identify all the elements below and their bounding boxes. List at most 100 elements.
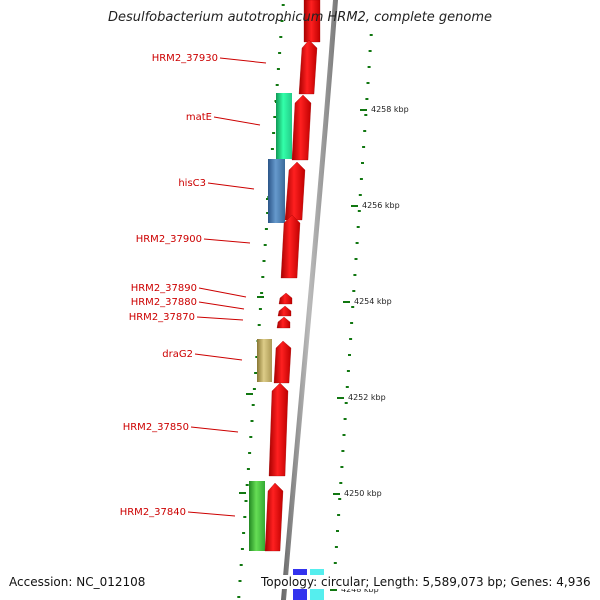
tick-dot [244, 500, 248, 502]
tick-dot [251, 404, 255, 406]
tick-dot [338, 498, 342, 500]
tick-dot [258, 308, 262, 310]
tick-dot [243, 516, 247, 518]
tick-dot [354, 258, 358, 260]
tick-dot [345, 386, 349, 388]
gene-label-leader [196, 316, 244, 321]
gene-label-HRM2_37870[interactable]: HRM2_37870 [129, 312, 195, 323]
tick-dot [279, 36, 283, 38]
tick-dot [249, 436, 253, 438]
tick-dot [275, 84, 279, 86]
tick-dot [254, 372, 258, 374]
tick-dot [262, 260, 266, 262]
tick-dot [366, 82, 370, 84]
tick-dot [237, 596, 241, 598]
tick-dot [365, 98, 369, 100]
tick-dot [239, 564, 243, 566]
tick-dot [358, 194, 362, 196]
tick-dot [359, 178, 363, 180]
tick-dot [246, 468, 250, 470]
cds-arrow-matE[interactable] [291, 94, 312, 161]
tick-dot [248, 452, 252, 454]
scale-tick-mark [343, 301, 350, 303]
cds-arrow-top[interactable] [303, 0, 321, 43]
tick-dot [238, 580, 242, 582]
tick-dot [341, 450, 345, 452]
tick-dot [263, 244, 267, 246]
feature-HRM2_37840[interactable] [249, 481, 265, 551]
gene-label-leader [198, 287, 247, 298]
scale-labels: 4258 kbp 4256 kbp 4254 kbp 4252 kbp 4250 kbp… [330, 105, 409, 594]
tick-dot [337, 514, 341, 516]
scale-tick-mark [337, 397, 344, 399]
gene-label-HRM2_37890[interactable]: HRM2_37890 [131, 283, 197, 294]
tick-dot [250, 420, 254, 422]
tick-dot [245, 484, 249, 486]
accession-text: Accession: NC_012108 [9, 575, 146, 589]
gene-labels: HRM2_37930 matE hisC3 HRM2_37900 HRM2_37890 H… [120, 53, 267, 518]
tick-dot [273, 116, 277, 118]
cds-arrow-hisC3[interactable] [284, 161, 306, 221]
feature-matE[interactable] [276, 93, 292, 159]
gene-label-leader [198, 301, 245, 310]
gene-label-HRM2_37880[interactable]: HRM2_37880 [131, 297, 197, 308]
tick-dot [252, 388, 256, 390]
cds-arrow-HRM2_37890[interactable] [278, 292, 293, 305]
tick-dot [349, 338, 353, 340]
feature-hisC3[interactable] [268, 159, 285, 223]
cds-arrow-HRM2_37900[interactable] [280, 214, 301, 279]
cds-arrow-HRM2_37880[interactable] [277, 305, 292, 317]
tick-dot [270, 148, 274, 150]
tick-dot [334, 546, 338, 548]
scale-label: 4250 kbp [344, 489, 382, 498]
gene-label-HRM2_37900[interactable]: HRM2_37900 [136, 234, 202, 245]
tick-dot [352, 290, 356, 292]
tick-dot [343, 418, 347, 420]
gene-label-leader [219, 57, 267, 64]
tick-dot [346, 370, 350, 372]
gene-label-leader [213, 116, 261, 126]
gene-label-leader [190, 426, 239, 433]
scale-label: 4256 kbp [362, 201, 400, 210]
tick-dot [255, 356, 259, 358]
gene-label-matE[interactable]: matE [186, 112, 212, 123]
cds-arrow-HRM2_37840[interactable] [264, 482, 284, 552]
gene-label-HRM2_37850[interactable]: HRM2_37850 [123, 422, 189, 433]
tick-dot [281, 4, 285, 6]
gene-label-hisC3[interactable]: hisC3 [178, 178, 206, 189]
tick-dot [353, 274, 357, 276]
tick-dot [261, 276, 265, 278]
tick-dot [355, 242, 359, 244]
tick-dot [348, 354, 351, 356]
gene-label-HRM2_37840[interactable]: HRM2_37840 [120, 507, 186, 518]
tick-dot [364, 114, 368, 116]
tick-dot [242, 532, 246, 534]
scale-tick-mark [333, 493, 340, 495]
tick-dot [361, 162, 364, 164]
scale-label: 4248 kbp [341, 585, 379, 594]
tick-dot [356, 226, 360, 228]
tick-dot [266, 212, 270, 214]
gene-label-leader [194, 353, 243, 361]
tick-dot [340, 466, 344, 468]
feature-draG2[interactable] [257, 339, 272, 382]
cds-arrow-HRM2_37930[interactable] [298, 39, 318, 95]
tick-dot [257, 324, 261, 326]
cds-arrow-HRM2_37850[interactable] [268, 382, 289, 477]
cds-arrow-draG2[interactable] [273, 340, 292, 384]
scale-tick-mark [351, 205, 358, 207]
scale-label: 4254 kbp [354, 297, 392, 306]
tick-dot [280, 20, 284, 22]
tick-dot [278, 52, 282, 54]
scale-tick-mark [360, 109, 367, 111]
tick-dot [363, 130, 367, 132]
scale-label: 4258 kbp [371, 105, 409, 114]
tick-dot [276, 68, 280, 70]
gene-label-draG2[interactable]: draG2 [162, 349, 193, 360]
tick-dot [369, 34, 373, 36]
cds-arrow-HRM2_37870[interactable] [276, 316, 291, 329]
tick-dot [264, 228, 268, 230]
topology-text: Topology: circular; Length: 5,589,073 bp… [260, 575, 591, 589]
gene-label-HRM2_37930[interactable]: HRM2_37930 [152, 53, 218, 64]
